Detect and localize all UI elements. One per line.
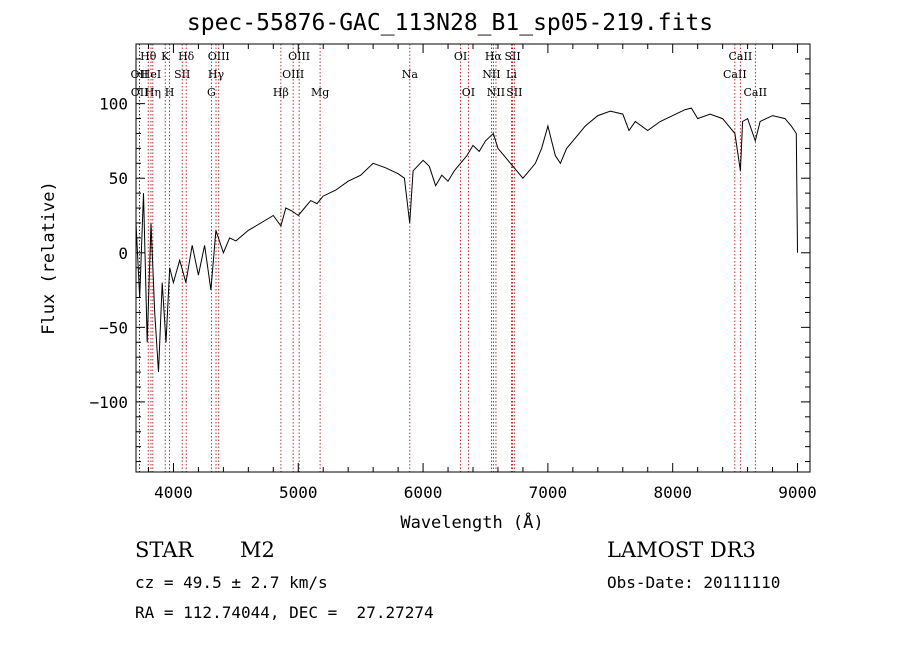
redshift-velocity: cz = 49.5 ± 2.7 km/s <box>135 573 328 592</box>
line-label: OIII <box>288 50 310 63</box>
y-axis-label: Flux (relative) <box>39 181 59 335</box>
line-label: SII <box>504 50 520 63</box>
y-tick-label: −100 <box>89 393 128 412</box>
x-tick-label: 8000 <box>653 483 692 502</box>
line-label: SII <box>174 68 190 81</box>
x-tick-label: 7000 <box>529 483 568 502</box>
line-label: Mg <box>311 86 329 99</box>
line-label: Hβ <box>273 86 289 99</box>
line-label: HeI <box>141 68 161 81</box>
line-label: OI <box>454 50 467 63</box>
observation-date: Obs-Date: 20111110 <box>607 573 781 592</box>
x-tick-label: 9000 <box>778 483 817 502</box>
line-label: SII <box>506 86 522 99</box>
coordinates: RA = 112.74044, DEC = 27.27274 <box>135 603 434 622</box>
line-label: OI <box>462 86 475 99</box>
object-subclass: M2 <box>240 538 275 562</box>
line-label: NII <box>482 68 500 81</box>
object-class: STAR <box>135 538 194 562</box>
line-label: Na <box>402 68 419 81</box>
line-label: NII <box>487 86 505 99</box>
y-tick-label: 50 <box>109 169 128 188</box>
y-tick-label: −50 <box>99 318 128 337</box>
line-label: OII <box>131 68 149 81</box>
line-label: K <box>161 50 170 63</box>
x-tick-label: 6000 <box>404 483 443 502</box>
line-label: G <box>207 86 216 99</box>
y-axis: −100 −50 0 50 100 <box>89 58 810 463</box>
emission-line-markers <box>138 44 756 472</box>
line-label: CaII <box>743 86 767 99</box>
line-label: Li <box>506 68 517 81</box>
line-label: Hγ <box>208 68 225 81</box>
line-label: CaII <box>723 68 747 81</box>
y-tick-label: 100 <box>99 95 128 114</box>
line-label: OII <box>131 86 149 99</box>
line-label: Hα <box>485 50 503 63</box>
chart-title: spec-55876-GAC_113N28_B1_sp05-219.fits <box>186 10 714 36</box>
line-label: Hδ <box>178 50 195 63</box>
x-tick-label: 4000 <box>154 483 193 502</box>
line-label: H <box>165 86 175 99</box>
line-label: OIII <box>208 50 230 63</box>
y-tick-label: 0 <box>118 244 128 263</box>
x-axis: 4000 5000 6000 7000 8000 9000 <box>147 44 817 502</box>
spectrum-series-line <box>135 107 798 373</box>
line-label: CaII <box>729 50 753 63</box>
x-axis-label: Wavelength (Å) <box>400 511 543 533</box>
line-labels: OII OII Hθ HeI Hη K SII H Hδ OIII Hγ G OIII OIII Hβ Mg N… <box>131 50 768 99</box>
x-tick-label: 5000 <box>279 483 318 502</box>
line-label: Hη <box>145 86 161 99</box>
line-label: Hθ <box>140 50 157 63</box>
survey-name: LAMOST DR3 <box>607 538 756 562</box>
plot-frame <box>135 43 811 473</box>
line-label: OIII <box>282 68 304 81</box>
